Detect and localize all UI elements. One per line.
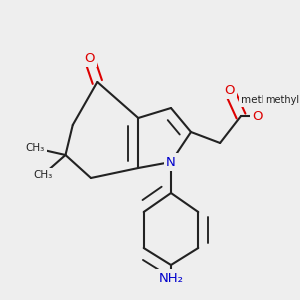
Text: CH₃: CH₃ (33, 170, 52, 180)
Text: O: O (84, 52, 94, 64)
Text: CH₃: CH₃ (25, 143, 44, 153)
Text: N: N (166, 155, 176, 169)
Text: NH₂: NH₂ (158, 272, 184, 284)
Text: O: O (224, 83, 234, 97)
Text: O: O (252, 110, 262, 122)
Text: methyl: methyl (241, 95, 278, 105)
Text: methyl: methyl (265, 95, 299, 105)
